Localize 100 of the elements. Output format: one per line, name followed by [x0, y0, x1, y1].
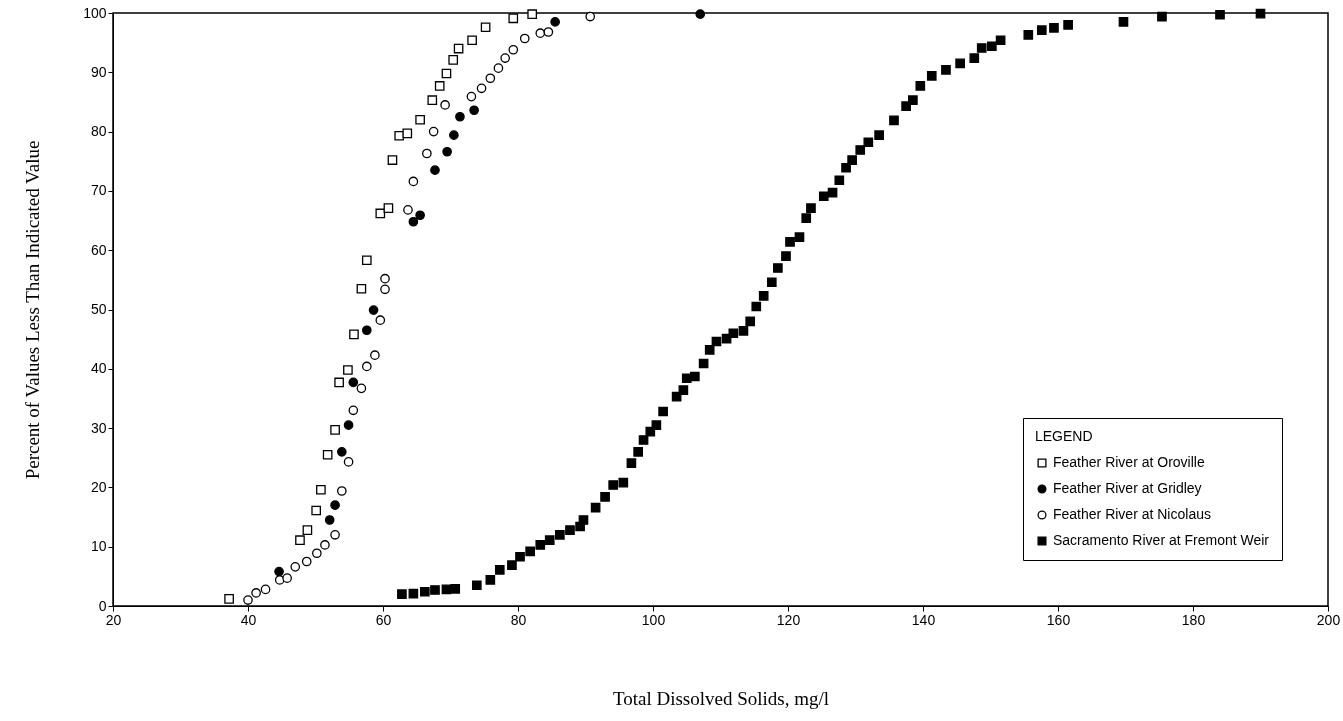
point [336, 447, 347, 457]
x-tick-label: 60 [375, 611, 392, 628]
point [348, 405, 359, 416]
y-tick-label: 90 [90, 63, 107, 80]
point [290, 562, 301, 572]
point [480, 22, 491, 33]
point [375, 315, 386, 325]
point [427, 95, 438, 105]
x-tick-label: 80 [510, 611, 527, 628]
point [370, 350, 380, 360]
point [324, 515, 335, 525]
point [394, 130, 405, 141]
y-tick-label: 30 [90, 419, 107, 436]
point [380, 284, 390, 295]
x-axis-title: Total Dissolved Solids, mg/l [612, 687, 830, 709]
y-tick-label: 20 [90, 478, 107, 495]
point [316, 484, 326, 495]
point [330, 530, 340, 540]
legend-label: Feather River at Oroville [1053, 454, 1205, 470]
point [343, 365, 353, 375]
y-tick-label: 0 [98, 597, 107, 614]
point [508, 13, 519, 24]
point [466, 91, 477, 102]
point [527, 9, 538, 20]
point [430, 165, 440, 175]
x-tick-label: 40 [240, 611, 257, 628]
point [311, 505, 322, 516]
point [695, 9, 706, 20]
point [260, 584, 271, 595]
point [320, 540, 330, 550]
point [476, 83, 487, 94]
x-tick-label: 20 [105, 611, 122, 628]
point [301, 556, 312, 567]
point [402, 128, 413, 139]
legend-label: Feather River at Nicolaus [1053, 506, 1211, 522]
point [500, 53, 511, 63]
legend-label: Sacramento River at Fremont Weir [1053, 532, 1270, 548]
point [467, 35, 477, 46]
point [455, 111, 465, 122]
point [469, 105, 479, 116]
x-tick-label: 160 [1046, 611, 1071, 628]
point [302, 525, 313, 535]
point [585, 11, 596, 22]
point [251, 588, 261, 598]
point [375, 208, 386, 219]
point [449, 130, 459, 140]
point [295, 535, 305, 546]
point [519, 33, 530, 44]
y-tick-label: 50 [90, 301, 107, 317]
y-tick-label: 70 [90, 182, 107, 199]
point [330, 425, 340, 435]
y-tick-label: 10 [90, 538, 107, 555]
point [282, 573, 292, 583]
y-tick-label: 80 [90, 123, 107, 140]
point [356, 383, 367, 394]
point [422, 148, 432, 159]
point [415, 210, 425, 221]
point [312, 548, 322, 559]
x-tick-label: 100 [641, 611, 666, 628]
point [408, 216, 419, 227]
point [543, 27, 554, 37]
point [330, 500, 340, 511]
legend-title: LEGEND [1035, 428, 1093, 444]
y-axis-title: Percent of Values Less Than Indicated Value [22, 140, 44, 480]
legend-label: Feather River at Gridley [1053, 480, 1202, 496]
point [442, 146, 452, 157]
point [361, 325, 372, 336]
point [334, 377, 344, 388]
point [403, 205, 413, 215]
point [343, 420, 354, 430]
point [224, 594, 234, 604]
point [343, 457, 354, 467]
point [434, 81, 445, 91]
point [361, 255, 372, 266]
x-tick-label: 140 [911, 611, 936, 628]
point [550, 17, 560, 27]
x-tick-label: 180 [1181, 611, 1206, 628]
point [322, 449, 333, 460]
point [485, 73, 496, 84]
point [535, 28, 546, 38]
point [448, 55, 459, 65]
point [349, 329, 359, 340]
point [383, 203, 394, 213]
point [408, 176, 419, 187]
point [380, 273, 390, 284]
point [348, 377, 359, 388]
y-tick-label: 40 [90, 360, 107, 377]
point [336, 486, 347, 496]
point [368, 305, 379, 315]
point [428, 126, 439, 137]
point [440, 100, 450, 110]
y-tick-label: 60 [90, 241, 107, 258]
x-tick-label: 120 [776, 611, 801, 628]
point [415, 114, 425, 125]
point [493, 63, 504, 73]
point [356, 283, 367, 294]
y-tick-label: 100 [83, 4, 107, 21]
point [387, 155, 398, 165]
point [508, 44, 519, 55]
point [274, 566, 284, 577]
